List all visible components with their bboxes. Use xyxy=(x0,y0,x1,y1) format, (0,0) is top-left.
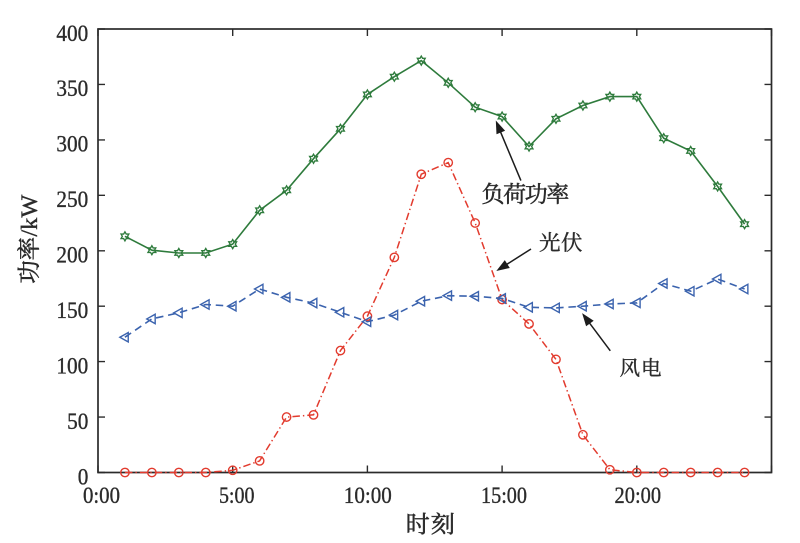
svg-text:350: 350 xyxy=(56,76,88,102)
svg-text:300: 300 xyxy=(56,132,88,158)
svg-text:20:00: 20:00 xyxy=(615,483,662,509)
svg-text:15:00: 15:00 xyxy=(481,483,527,509)
svg-text:200: 200 xyxy=(56,243,88,269)
svg-text:5:00: 5:00 xyxy=(219,483,255,509)
svg-text:100: 100 xyxy=(56,353,88,379)
svg-text:150: 150 xyxy=(56,298,88,324)
svg-text:50: 50 xyxy=(67,409,88,435)
svg-text:250: 250 xyxy=(56,187,88,213)
svg-text:0:00: 0:00 xyxy=(83,483,120,509)
svg-text:0: 0 xyxy=(78,464,89,490)
svg-text:400: 400 xyxy=(56,21,88,47)
svg-text:/kW: /kW xyxy=(17,194,43,237)
svg-text:10:00: 10:00 xyxy=(344,483,392,509)
